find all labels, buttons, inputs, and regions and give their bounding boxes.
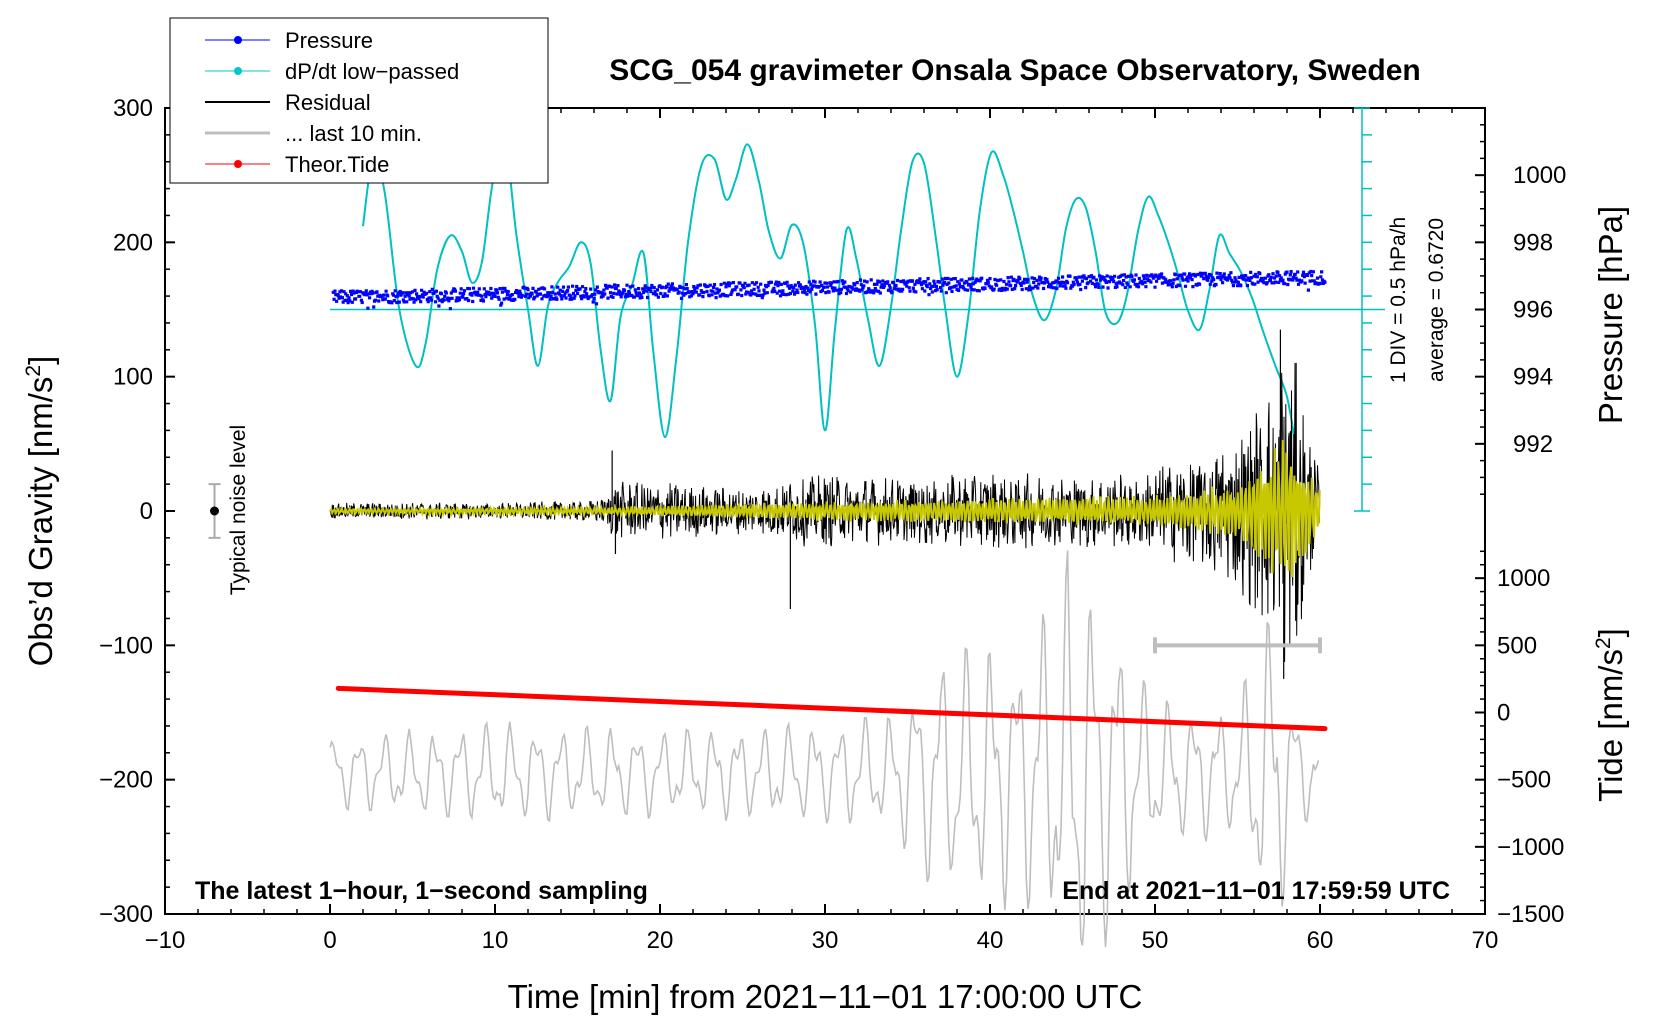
scale-note-div: 1 DIV = 0.5 hPa/h [1387, 217, 1410, 383]
pressure-tick-label: 992 [1513, 431, 1553, 458]
x-tick-label: −10 [145, 927, 186, 954]
pressure-tick-label: 996 [1513, 297, 1553, 324]
dpdt-line [362, 126, 1297, 444]
noise-bar-dot [210, 506, 219, 516]
tide-axis-label: Tide [nm/s2] [1592, 628, 1629, 802]
legend-swatch-marker [234, 36, 242, 44]
y-left-axis-label-close: ] [22, 356, 59, 365]
tide-tick-label: −1000 [1497, 834, 1564, 861]
legend-label: Pressure [285, 28, 373, 53]
y-left-tick-label: −100 [99, 632, 153, 659]
legend-label: ... last 10 min. [285, 121, 422, 146]
dpdt-scale-bar [1354, 107, 1372, 512]
tide-line [335, 685, 1328, 732]
x-axis-label: Time [min] from 2021−11−01 17:00:00 UTC [508, 978, 1143, 1015]
last-10-min-line [329, 550, 1320, 947]
pressure-tick-label: 1000 [1513, 162, 1566, 189]
x-tick-label: 70 [1472, 927, 1499, 954]
legend: Pressure dP/dt low−passed Residual ... last… [169, 17, 549, 184]
y-left-tick-label: 300 [113, 95, 153, 122]
x-tick-label: 20 [647, 927, 674, 954]
y-left-tick-label: 100 [113, 364, 153, 391]
legend-swatch-marker [234, 67, 242, 75]
y-left-tick-label: 200 [113, 229, 153, 256]
tide-tick-label: −1500 [1497, 901, 1564, 928]
series-dpdt-low-passed [330, 126, 1385, 444]
series-pressure [331, 269, 1327, 311]
x-axis: −10 0 10 20 30 40 50 60 70 [145, 108, 1499, 954]
bottom-left-note: The latest 1−hour, 1−second sampling [195, 877, 648, 905]
y-left-tick-label: −300 [99, 901, 153, 928]
chart-title: SCG_054 gravimeter Onsala Space Observat… [609, 54, 1421, 87]
pressure-points [331, 269, 1327, 311]
y-left-axis-label-sup: 2 [22, 365, 45, 377]
legend-label: Residual [285, 90, 371, 115]
tide-tick-label: 0 [1497, 700, 1510, 727]
series-theor-tide [335, 685, 1328, 732]
tide-axis: 1000 500 0 −500 −1000 −1500 [1475, 550, 1564, 928]
legend-box [169, 17, 549, 184]
legend-label: dP/dt low−passed [285, 59, 459, 84]
tide-axis-label-base: Tide [nm/s [1592, 649, 1629, 802]
y-left-tick-label: −200 [99, 767, 153, 794]
tide-axis-label-sup: 2 [1592, 637, 1615, 649]
legend-label: Theor.Tide [285, 152, 389, 177]
bottom-right-note: End at 2021−11−01 17:59:59 UTC [1062, 877, 1450, 905]
x-tick-label: 10 [482, 927, 509, 954]
tide-tick-label: 500 [1497, 632, 1537, 659]
x-tick-label: 50 [1142, 927, 1169, 954]
y-left-axis-label: Obs’d Gravity [nm/s2] [22, 356, 59, 667]
pressure-tick-label: 998 [1513, 229, 1553, 256]
x-tick-label: 60 [1307, 927, 1334, 954]
noise-level-indicator [208, 483, 221, 539]
legend-swatch-marker [234, 160, 242, 168]
tide-tick-label: 1000 [1497, 565, 1550, 592]
residual-low-passed-line [329, 439, 1321, 578]
y-left-tick-label: 0 [140, 498, 153, 525]
x-tick-label: 0 [323, 927, 336, 954]
x-tick-label: 40 [977, 927, 1004, 954]
noise-level-label: Typical noise level [227, 425, 250, 595]
pressure-axis-label: Pressure [hPa] [1592, 206, 1629, 424]
tide-axis-label-close: ] [1592, 628, 1629, 637]
pressure-tick-label: 994 [1513, 364, 1553, 391]
pressure-axis: 1000 998 996 994 992 [1475, 124, 1566, 495]
y-left-axis: 300 200 100 0 −100 −200 −300 [99, 95, 175, 928]
scale-note-average: average = 0.6720 [1425, 218, 1448, 382]
y-left-axis-label-base: Obs’d Gravity [nm/s [22, 377, 59, 667]
tide-tick-label: −500 [1497, 767, 1551, 794]
last-10-min-bracket [1153, 637, 1322, 654]
x-tick-label: 30 [812, 927, 839, 954]
series-residual-low-passed [329, 439, 1321, 578]
series-last-10-min [329, 550, 1320, 947]
